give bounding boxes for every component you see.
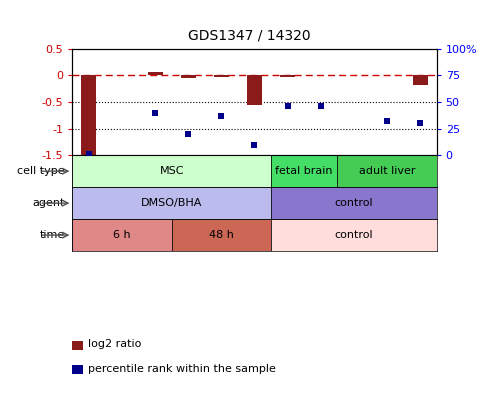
Bar <box>271 219 437 251</box>
Bar <box>148 72 163 75</box>
Text: 6 h: 6 h <box>113 230 131 240</box>
Text: DMSO/BHA: DMSO/BHA <box>141 198 203 208</box>
Bar <box>172 219 271 251</box>
Bar <box>181 75 196 78</box>
Bar <box>72 155 271 187</box>
Text: GDS1347 / 14320: GDS1347 / 14320 <box>188 28 311 43</box>
Text: adult liver: adult liver <box>359 166 415 176</box>
Bar <box>72 187 271 219</box>
Text: log2 ratio: log2 ratio <box>88 339 142 349</box>
Text: agent: agent <box>33 198 65 208</box>
Text: cell type: cell type <box>17 166 65 176</box>
Bar <box>81 75 96 155</box>
Text: fetal brain: fetal brain <box>275 166 333 176</box>
Bar <box>214 75 229 77</box>
Bar <box>271 187 437 219</box>
Text: control: control <box>334 198 373 208</box>
Text: 48 h: 48 h <box>209 230 234 240</box>
Text: MSC: MSC <box>160 166 184 176</box>
Bar <box>271 155 337 187</box>
Bar <box>72 219 172 251</box>
Text: time: time <box>40 230 65 240</box>
Bar <box>337 155 437 187</box>
Bar <box>413 75 428 85</box>
Text: control: control <box>334 230 373 240</box>
Bar <box>280 75 295 77</box>
Bar <box>247 75 262 104</box>
Text: percentile rank within the sample: percentile rank within the sample <box>88 364 276 373</box>
